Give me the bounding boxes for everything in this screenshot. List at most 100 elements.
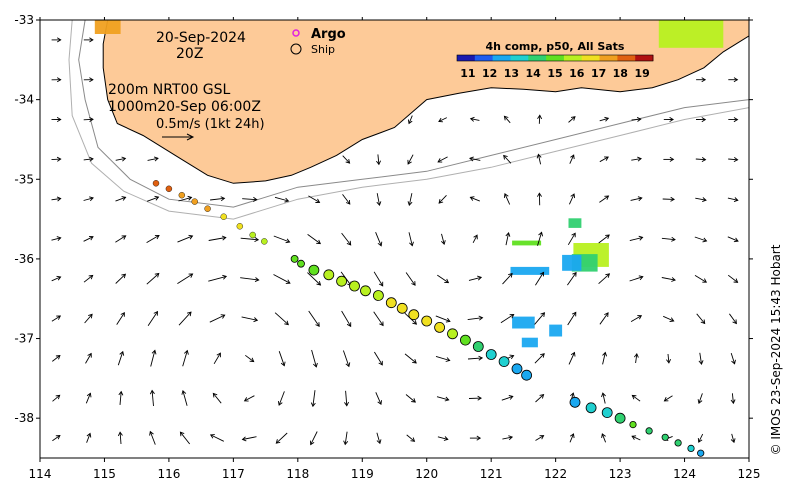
y-tick-label: -33 — [14, 13, 34, 27]
current-vector-arrow — [240, 277, 260, 283]
ship-track-point — [236, 223, 244, 230]
current-vector-arrow — [537, 114, 543, 124]
current-vector-shaft — [376, 432, 381, 444]
current-vector-head — [570, 154, 575, 160]
current-vector-shaft — [308, 195, 320, 203]
current-vector-head — [55, 354, 61, 360]
current-vector-arrow — [308, 195, 321, 203]
current-vector-arrow — [376, 432, 382, 445]
current-vector-head — [670, 196, 675, 202]
current-vector-arrow — [373, 271, 384, 287]
current-vector-shaft — [182, 390, 188, 406]
current-vector-shaft — [569, 154, 575, 164]
current-vector-shaft — [273, 274, 291, 284]
current-vector-shaft — [730, 352, 736, 364]
current-vector-shaft — [630, 315, 642, 322]
current-vector-arrow — [83, 235, 94, 242]
current-vector-arrow — [567, 311, 577, 326]
current-vector-shaft — [698, 433, 704, 443]
current-vector-head — [154, 195, 160, 201]
current-vector-head — [478, 355, 484, 361]
scale-arrow — [162, 133, 195, 141]
x-tick-label: 114 — [29, 467, 52, 481]
current-vector-shaft — [437, 436, 448, 440]
current-vector-shaft — [601, 433, 607, 443]
current-vector-arrow — [213, 352, 221, 365]
ship-track-point — [645, 427, 653, 435]
colorbar-frame — [456, 54, 654, 62]
current-vector-arrow — [149, 430, 156, 445]
ship-track-point — [601, 407, 613, 419]
current-vector-head — [663, 397, 669, 402]
current-vector-head — [477, 275, 483, 281]
current-vector-arrow — [182, 349, 189, 367]
current-vector-shaft — [376, 193, 380, 206]
current-vector-head — [153, 156, 159, 162]
current-vector-shaft — [115, 196, 126, 202]
current-vector-head — [602, 351, 608, 357]
current-vector-shaft — [177, 273, 193, 284]
current-vector-head — [412, 320, 418, 325]
current-vector-arrow — [695, 157, 707, 162]
current-vector-shaft — [599, 195, 609, 203]
current-vector-head — [88, 313, 93, 319]
current-vector-arrow — [502, 435, 514, 441]
current-vector-arrow — [602, 351, 608, 365]
current-vector-shaft — [729, 313, 737, 324]
x-tick-label: 116 — [157, 467, 180, 481]
y-tick-label: -34 — [14, 93, 34, 107]
current-vector-shaft — [467, 317, 483, 321]
current-vector-shaft — [341, 310, 352, 327]
current-vector-head — [407, 159, 412, 165]
current-vector-arrow — [407, 115, 413, 125]
current-vector-arrow — [728, 157, 739, 163]
current-vector-shaft — [209, 314, 225, 323]
current-vector-arrow — [631, 435, 641, 441]
colorbar-swatch — [457, 55, 476, 61]
current-vector-arrow — [177, 273, 194, 284]
current-vector-arrow — [728, 117, 739, 123]
current-vector-head — [154, 272, 160, 278]
sst-composite-layer — [94, 20, 724, 348]
current-vector-head — [438, 199, 444, 204]
current-vector-shaft — [52, 394, 60, 402]
current-vector-shaft — [435, 315, 451, 322]
current-vector-shaft — [84, 314, 93, 324]
current-vector-shaft — [468, 276, 482, 281]
current-vector-head — [669, 317, 675, 322]
current-vector-arrow — [599, 116, 610, 122]
current-vector-arrow — [407, 154, 414, 165]
current-vector-arrow — [209, 314, 226, 323]
current-vector-shaft — [278, 351, 285, 366]
colorbar-tick-label: 17 — [591, 67, 606, 80]
current-vector-shaft — [342, 350, 350, 367]
current-vector-head — [315, 198, 321, 203]
current-vector-shaft — [504, 116, 511, 124]
sst-patch — [562, 254, 582, 271]
current-vector-arrow — [599, 156, 609, 163]
contour-1000m — [68, 20, 749, 220]
current-vector-shaft — [374, 351, 383, 366]
ship-track-point — [261, 238, 268, 245]
current-vector-head — [280, 361, 286, 367]
current-vector-shaft — [341, 232, 352, 246]
current-vector-head — [571, 232, 576, 238]
x-tick-label: 121 — [480, 467, 503, 481]
current-vector-arrow — [177, 234, 194, 243]
current-vector-arrow — [241, 316, 259, 323]
current-vector-shaft — [83, 197, 94, 201]
current-vector-arrow — [502, 272, 513, 285]
current-vector-arrow — [437, 436, 449, 441]
current-vector-head — [697, 399, 703, 405]
current-vector-head — [285, 279, 291, 284]
current-vector-shaft — [629, 276, 643, 282]
current-vector-shaft — [182, 350, 188, 367]
colorbar-swatch — [510, 55, 529, 61]
current-vector-head — [702, 278, 708, 283]
current-vector-shaft — [727, 197, 738, 201]
colorbar-swatch — [492, 55, 511, 61]
current-vector-head — [540, 312, 546, 317]
current-vector-arrow — [274, 196, 290, 203]
ship-track-point — [661, 433, 669, 441]
current-vector-head — [666, 359, 672, 364]
